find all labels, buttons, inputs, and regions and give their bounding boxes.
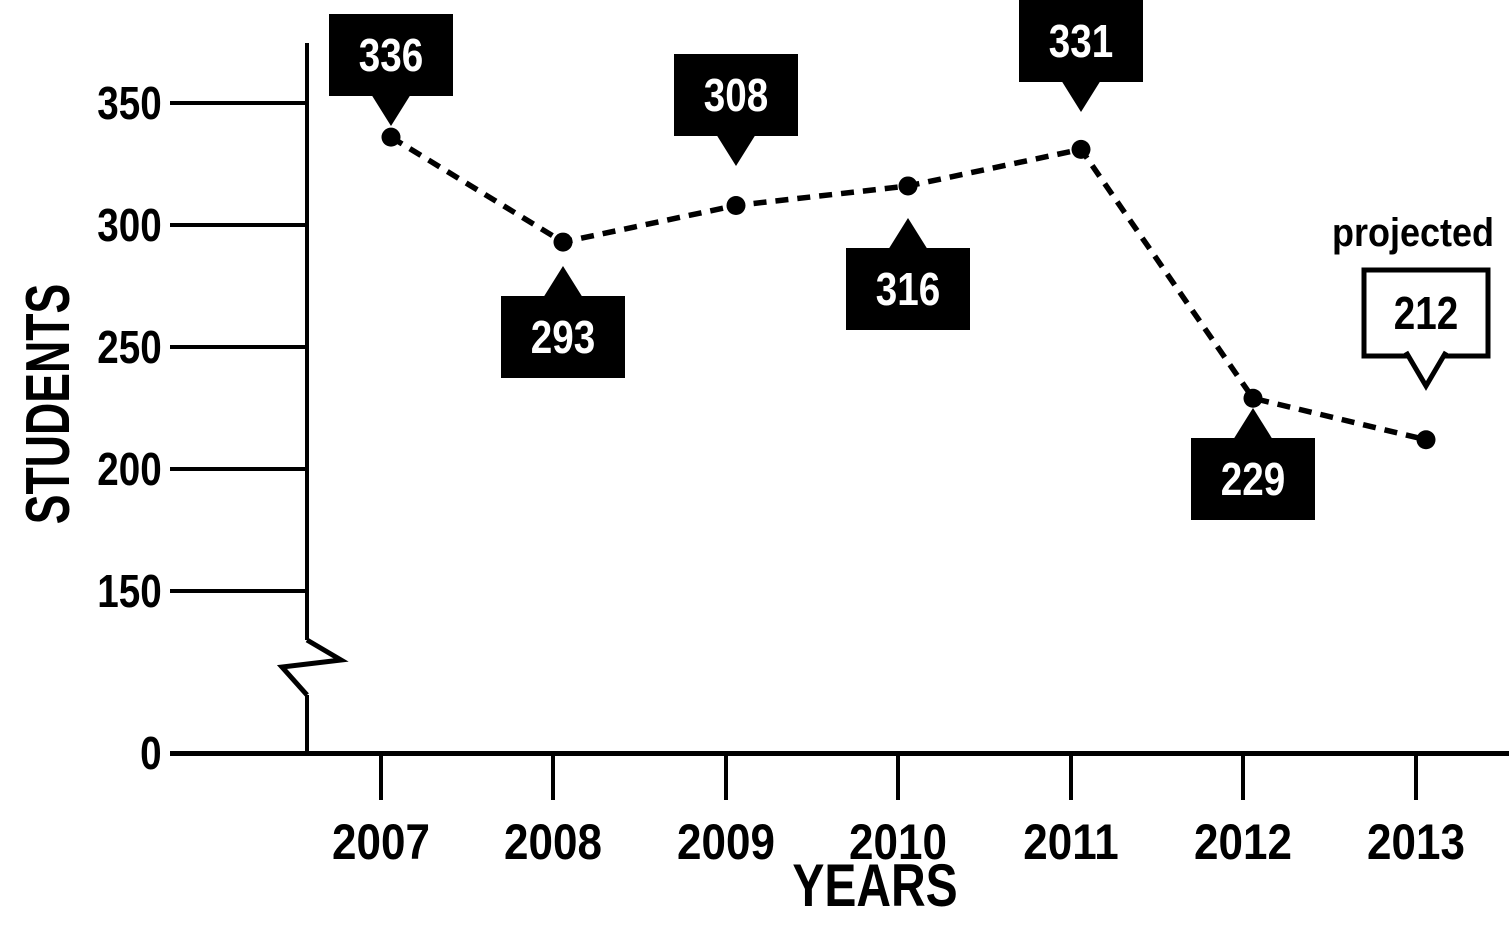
callout-tail-2012	[1233, 408, 1273, 440]
x-tick-label-2010: 2010	[849, 814, 947, 870]
callout-value-2013: 212	[1394, 288, 1458, 339]
callout-box-2007	[329, 14, 453, 96]
data-point-2011	[1071, 139, 1091, 159]
callout-value-2008: 293	[531, 312, 595, 363]
callout-value-2010: 316	[876, 264, 940, 315]
x-tick-label-2011: 2011	[1023, 814, 1119, 870]
callout-box-2011	[1019, 0, 1143, 82]
y-tick-label-200: 200	[97, 443, 162, 495]
data-point-2007	[381, 127, 401, 147]
callout-box-2012	[1191, 438, 1315, 520]
y-tick-label-250: 250	[97, 321, 162, 373]
callout-tail-2010	[888, 218, 928, 250]
callout-2012: 229	[1191, 408, 1315, 520]
callout-value-2012: 229	[1221, 454, 1285, 505]
callout-box-2010	[846, 248, 970, 330]
projected-label: projected	[1331, 211, 1495, 255]
callout-2010: 316	[846, 218, 970, 330]
callout-value-2009: 308	[704, 70, 768, 121]
y-tick-label-150: 150	[97, 565, 162, 617]
callout-value-2011: 331	[1049, 16, 1113, 67]
callout-tail-2008	[543, 266, 583, 298]
callout-box-2008	[501, 296, 625, 378]
callout-tail-2011	[1061, 80, 1101, 112]
data-point-2010	[898, 176, 918, 196]
callout-2013: 212	[1361, 267, 1491, 391]
callout-tail-2009	[716, 134, 756, 166]
x-tick-label-2007: 2007	[332, 814, 430, 870]
callout-2009: 308	[674, 54, 798, 166]
callout-tail-2007	[371, 94, 411, 126]
callout-2011: 331	[1019, 0, 1143, 112]
y-tick-label-0: 0	[140, 727, 162, 779]
x-axis-title: YEARS	[792, 852, 958, 919]
x-tick-label-2009: 2009	[677, 814, 775, 870]
callout-box-2009	[674, 54, 798, 136]
x-tick-label-2012: 2012	[1194, 814, 1292, 870]
y-tick-label-300: 300	[97, 199, 162, 251]
callout-2007: 336	[329, 14, 453, 126]
x-tick-label-2013: 2013	[1367, 814, 1465, 870]
data-point-2008	[553, 232, 573, 252]
axis-break-zigzag	[276, 637, 349, 697]
x-tick-label-2008: 2008	[504, 814, 602, 870]
data-point-2009	[726, 195, 746, 215]
data-point-2012	[1243, 388, 1263, 408]
callout-tail-2013	[1403, 350, 1449, 391]
y-tick-label-350: 350	[97, 77, 162, 129]
y-axis-title: STUDENTS	[14, 283, 83, 525]
callout-value-2007: 336	[359, 30, 423, 81]
callout-2008: 293	[501, 266, 625, 378]
data-point-2013	[1416, 430, 1436, 450]
